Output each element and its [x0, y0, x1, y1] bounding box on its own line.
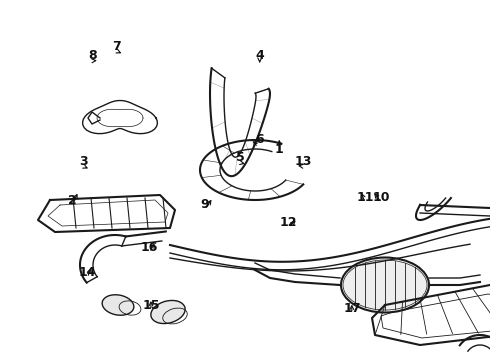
Text: 17: 17 [343, 302, 361, 315]
Text: 12: 12 [279, 216, 297, 229]
Text: 14: 14 [78, 266, 96, 279]
Text: 10: 10 [372, 191, 390, 204]
Ellipse shape [341, 257, 429, 312]
Ellipse shape [151, 301, 185, 324]
Text: 15: 15 [142, 299, 160, 312]
Ellipse shape [102, 295, 134, 315]
Text: 13: 13 [294, 155, 312, 168]
Text: 1: 1 [275, 143, 284, 156]
Text: 5: 5 [236, 151, 245, 164]
Text: 3: 3 [79, 155, 88, 168]
Text: 11: 11 [356, 191, 374, 204]
Text: 8: 8 [88, 49, 97, 62]
Text: 7: 7 [112, 40, 121, 53]
Text: 9: 9 [200, 198, 209, 211]
Text: 6: 6 [255, 133, 264, 146]
Text: 16: 16 [141, 241, 158, 254]
Text: 4: 4 [255, 49, 264, 62]
Text: 2: 2 [68, 194, 77, 207]
